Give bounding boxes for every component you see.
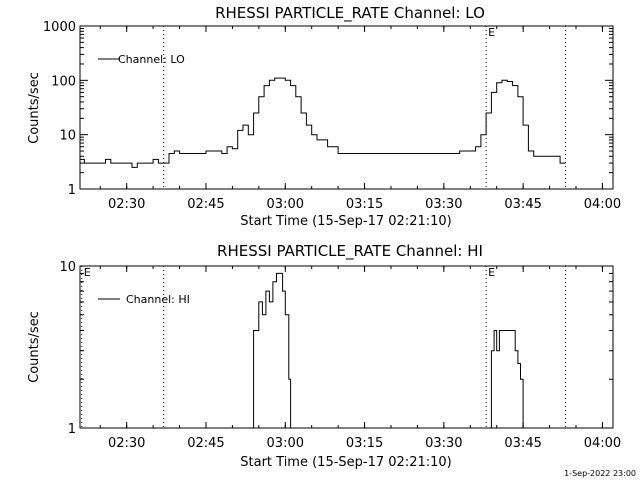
lo-x-tick-label-5: 03:45 [504, 197, 541, 212]
hi-series-line-0 [248, 272, 292, 429]
hi-y-tick-label-0: 1 [68, 422, 76, 437]
lo-event-marker-label-1: E [488, 26, 495, 39]
hi-plot-frame [79, 265, 614, 429]
hi-x-tick-label-3: 03:15 [346, 436, 383, 451]
lo-y-tick-label-2: 100 [51, 74, 76, 89]
lo-y-tick-label-1: 10 [59, 129, 76, 144]
lo-y-tick-label-0: 1 [68, 183, 76, 198]
lo-x-tick-label-2: 03:00 [267, 197, 304, 212]
hi-y-axis-label: Counts/sec [27, 311, 42, 383]
hi-chart-title: RHESSI PARTICLE_RATE Channel: HI [217, 242, 483, 261]
hi-x-axis-label: Start Time (15-Sep-17 02:21:10) [240, 455, 451, 470]
lo-x-tick-label-3: 03:15 [346, 197, 383, 212]
lo-y-tick-label-3: 1000 [43, 20, 76, 35]
hi-x-tick-label-1: 02:45 [187, 436, 224, 451]
date-stamp: 1-Sep-2022 23:00 [564, 469, 636, 478]
hi-event-marker-label-0: E [84, 266, 91, 279]
hi-series-line-1 [486, 330, 524, 429]
hi-channel-panel: RHESSI PARTICLE_RATE Channel: HI Counts/… [27, 242, 621, 470]
hi-x-tick-label-6: 04:00 [584, 436, 621, 451]
hi-legend-label: Channel: HI [126, 293, 190, 306]
lo-plot-frame [79, 25, 614, 190]
lo-series-line-0 [80, 77, 566, 168]
lo-channel-panel: RHESSI PARTICLE_RATE Channel: LO Counts/… [27, 4, 621, 229]
lo-legend-label: Channel: LO [118, 53, 185, 66]
lo-x-axis-label: Start Time (15-Sep-17 02:21:10) [240, 214, 451, 229]
lo-y-axis-label: Counts/sec [27, 72, 42, 144]
hi-x-tick-label-0: 02:30 [108, 436, 145, 451]
hi-x-tick-label-5: 03:45 [504, 436, 541, 451]
lo-x-tick-label-6: 04:00 [584, 197, 621, 212]
hi-x-tick-label-4: 03:30 [425, 436, 462, 451]
lo-x-tick-label-1: 02:45 [187, 197, 224, 212]
hi-y-tick-label-1: 10 [59, 260, 76, 275]
hi-x-tick-label-2: 03:00 [267, 436, 304, 451]
lo-x-tick-label-0: 02:30 [108, 197, 145, 212]
lo-x-tick-label-4: 03:30 [425, 197, 462, 212]
lo-chart-title: RHESSI PARTICLE_RATE Channel: LO [215, 4, 485, 23]
hi-event-marker-label-2: E [488, 266, 495, 279]
